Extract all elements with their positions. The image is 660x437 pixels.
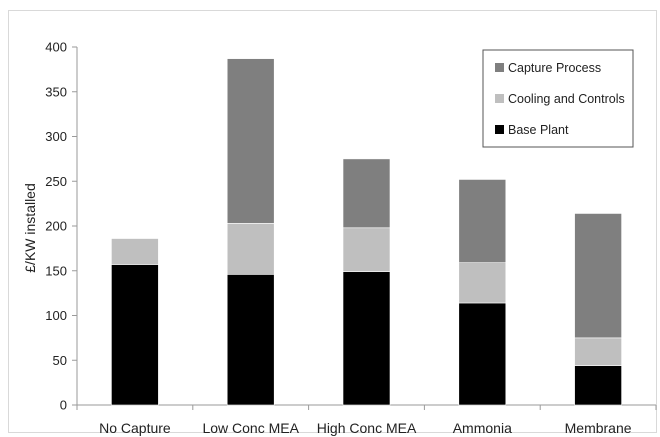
y-tick-label: 150 [45, 263, 67, 278]
x-tick-label: Low Conc MEA [202, 420, 299, 436]
bar-segment [111, 264, 159, 406]
bar-segment [226, 223, 275, 275]
y-axis-title: £/KW installed [22, 183, 38, 272]
legend-swatch [495, 125, 504, 134]
x-tick-label: No Capture [99, 420, 171, 436]
y-tick-label: 0 [60, 398, 67, 413]
y-tick-label: 400 [45, 40, 67, 55]
bar-segment [342, 227, 391, 272]
y-tick-label: 300 [45, 129, 67, 144]
y-tick-label: 350 [45, 84, 67, 99]
y-tick-label: 50 [53, 353, 67, 368]
legend-box [482, 49, 634, 148]
bar-segment [458, 179, 507, 263]
bar-segment [226, 274, 275, 406]
x-tick-label: Ammonia [453, 420, 512, 436]
bar-segment [342, 271, 391, 406]
legend: Capture Process Cooling and Controls Base … [482, 49, 634, 148]
bar-segment [226, 58, 275, 224]
legend-label: Capture Process [508, 61, 601, 75]
bars [111, 58, 622, 406]
bar-segment [342, 158, 391, 229]
bar-segment [574, 365, 622, 406]
x-tick-label: High Conc MEA [317, 420, 417, 436]
legend-swatch [495, 94, 504, 103]
y-axis: 0 50 100 150 200 250 300 350 400 [45, 40, 78, 413]
bar-segment [574, 337, 622, 366]
x-axis: No Capture Low Conc MEA High Conc MEA Ammon… [76, 404, 657, 436]
x-tick-label: Membrane [565, 420, 632, 436]
y-tick-label: 200 [45, 219, 67, 234]
y-tick-label: 250 [45, 174, 67, 189]
legend-label: Base Plant [508, 123, 569, 137]
legend-label: Cooling and Controls [508, 92, 625, 106]
y-tick-label: 100 [45, 308, 67, 323]
bar-segment [574, 213, 622, 339]
legend-swatch [495, 63, 504, 72]
bar-segment [458, 262, 507, 304]
bar-segment [458, 302, 507, 406]
bar-segment [111, 238, 159, 265]
